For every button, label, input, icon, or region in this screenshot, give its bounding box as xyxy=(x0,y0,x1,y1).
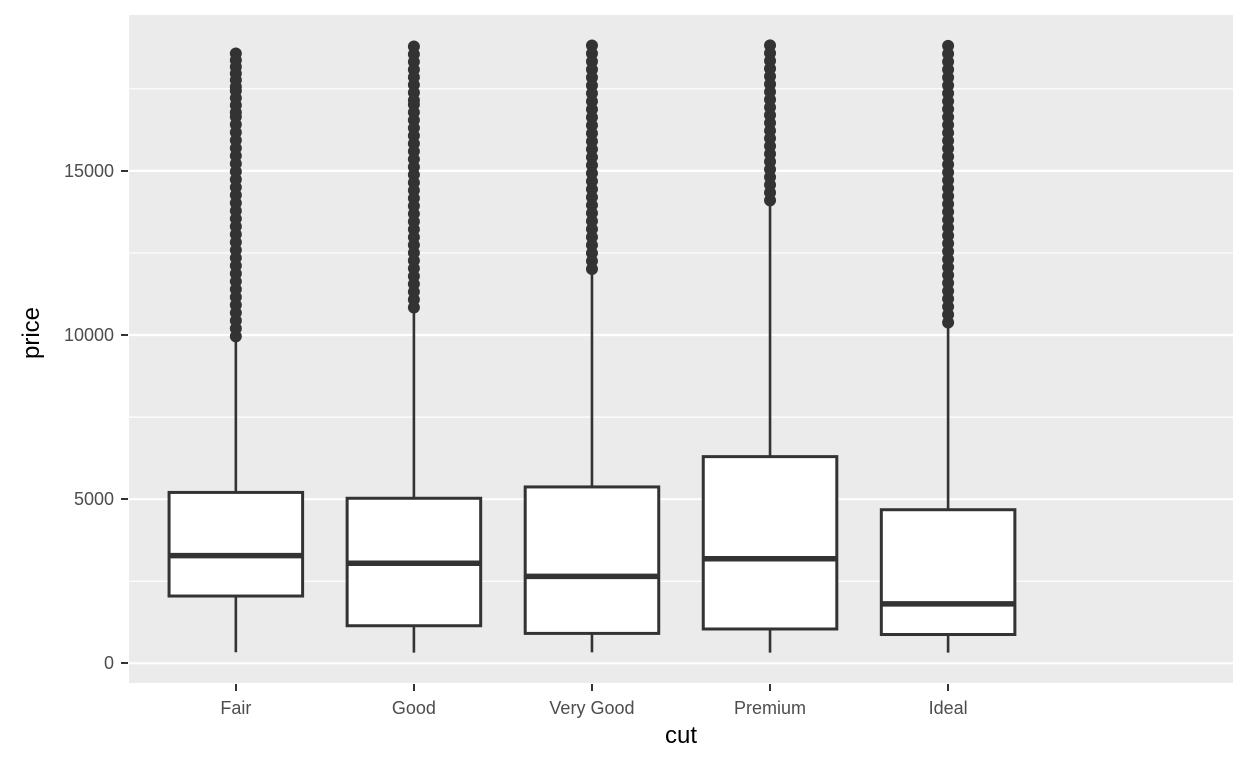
box-4 xyxy=(879,508,1017,637)
x-tick-label-ideal: Ideal xyxy=(928,698,968,718)
y-tick-mark xyxy=(121,169,128,172)
x-tick-mark xyxy=(590,684,593,691)
x-tick-mark xyxy=(947,684,950,691)
outlier-dot xyxy=(764,194,777,207)
box-2 xyxy=(523,485,661,635)
outlier-dot xyxy=(407,301,420,314)
x-tick-label-good: Good xyxy=(391,698,436,718)
box-0 xyxy=(167,490,305,598)
outlier-dot xyxy=(585,263,598,276)
y-tick-label-10000: 10000 xyxy=(63,325,114,346)
outlier-dot xyxy=(407,94,420,107)
y-tick-label-0: 0 xyxy=(103,653,114,674)
x-tick-label-very-good: Very Good xyxy=(549,698,635,718)
y-tick-mark xyxy=(121,662,128,665)
y-tick-mark xyxy=(121,498,128,501)
y-tick-mark xyxy=(121,334,128,337)
boxplot-svg xyxy=(129,39,1233,665)
y-tick-label-5000: 5000 xyxy=(73,489,114,510)
plot-panel xyxy=(129,15,1233,683)
outlier-dot xyxy=(229,80,242,93)
box-3 xyxy=(701,455,839,631)
x-tick-mark xyxy=(412,684,415,691)
outlier-dot xyxy=(942,316,955,329)
x-tick-mark xyxy=(769,684,772,691)
outlier-dot xyxy=(229,106,242,119)
outlier-dot xyxy=(229,330,242,343)
y-tick-label-15000: 15000 xyxy=(63,160,114,181)
x-tick-label-premium: Premium xyxy=(734,698,807,718)
x-tick-mark xyxy=(234,684,237,691)
x-axis-title: cut xyxy=(664,722,697,749)
y-axis-title: price xyxy=(18,306,45,360)
x-tick-label-fair: Fair xyxy=(220,698,252,718)
